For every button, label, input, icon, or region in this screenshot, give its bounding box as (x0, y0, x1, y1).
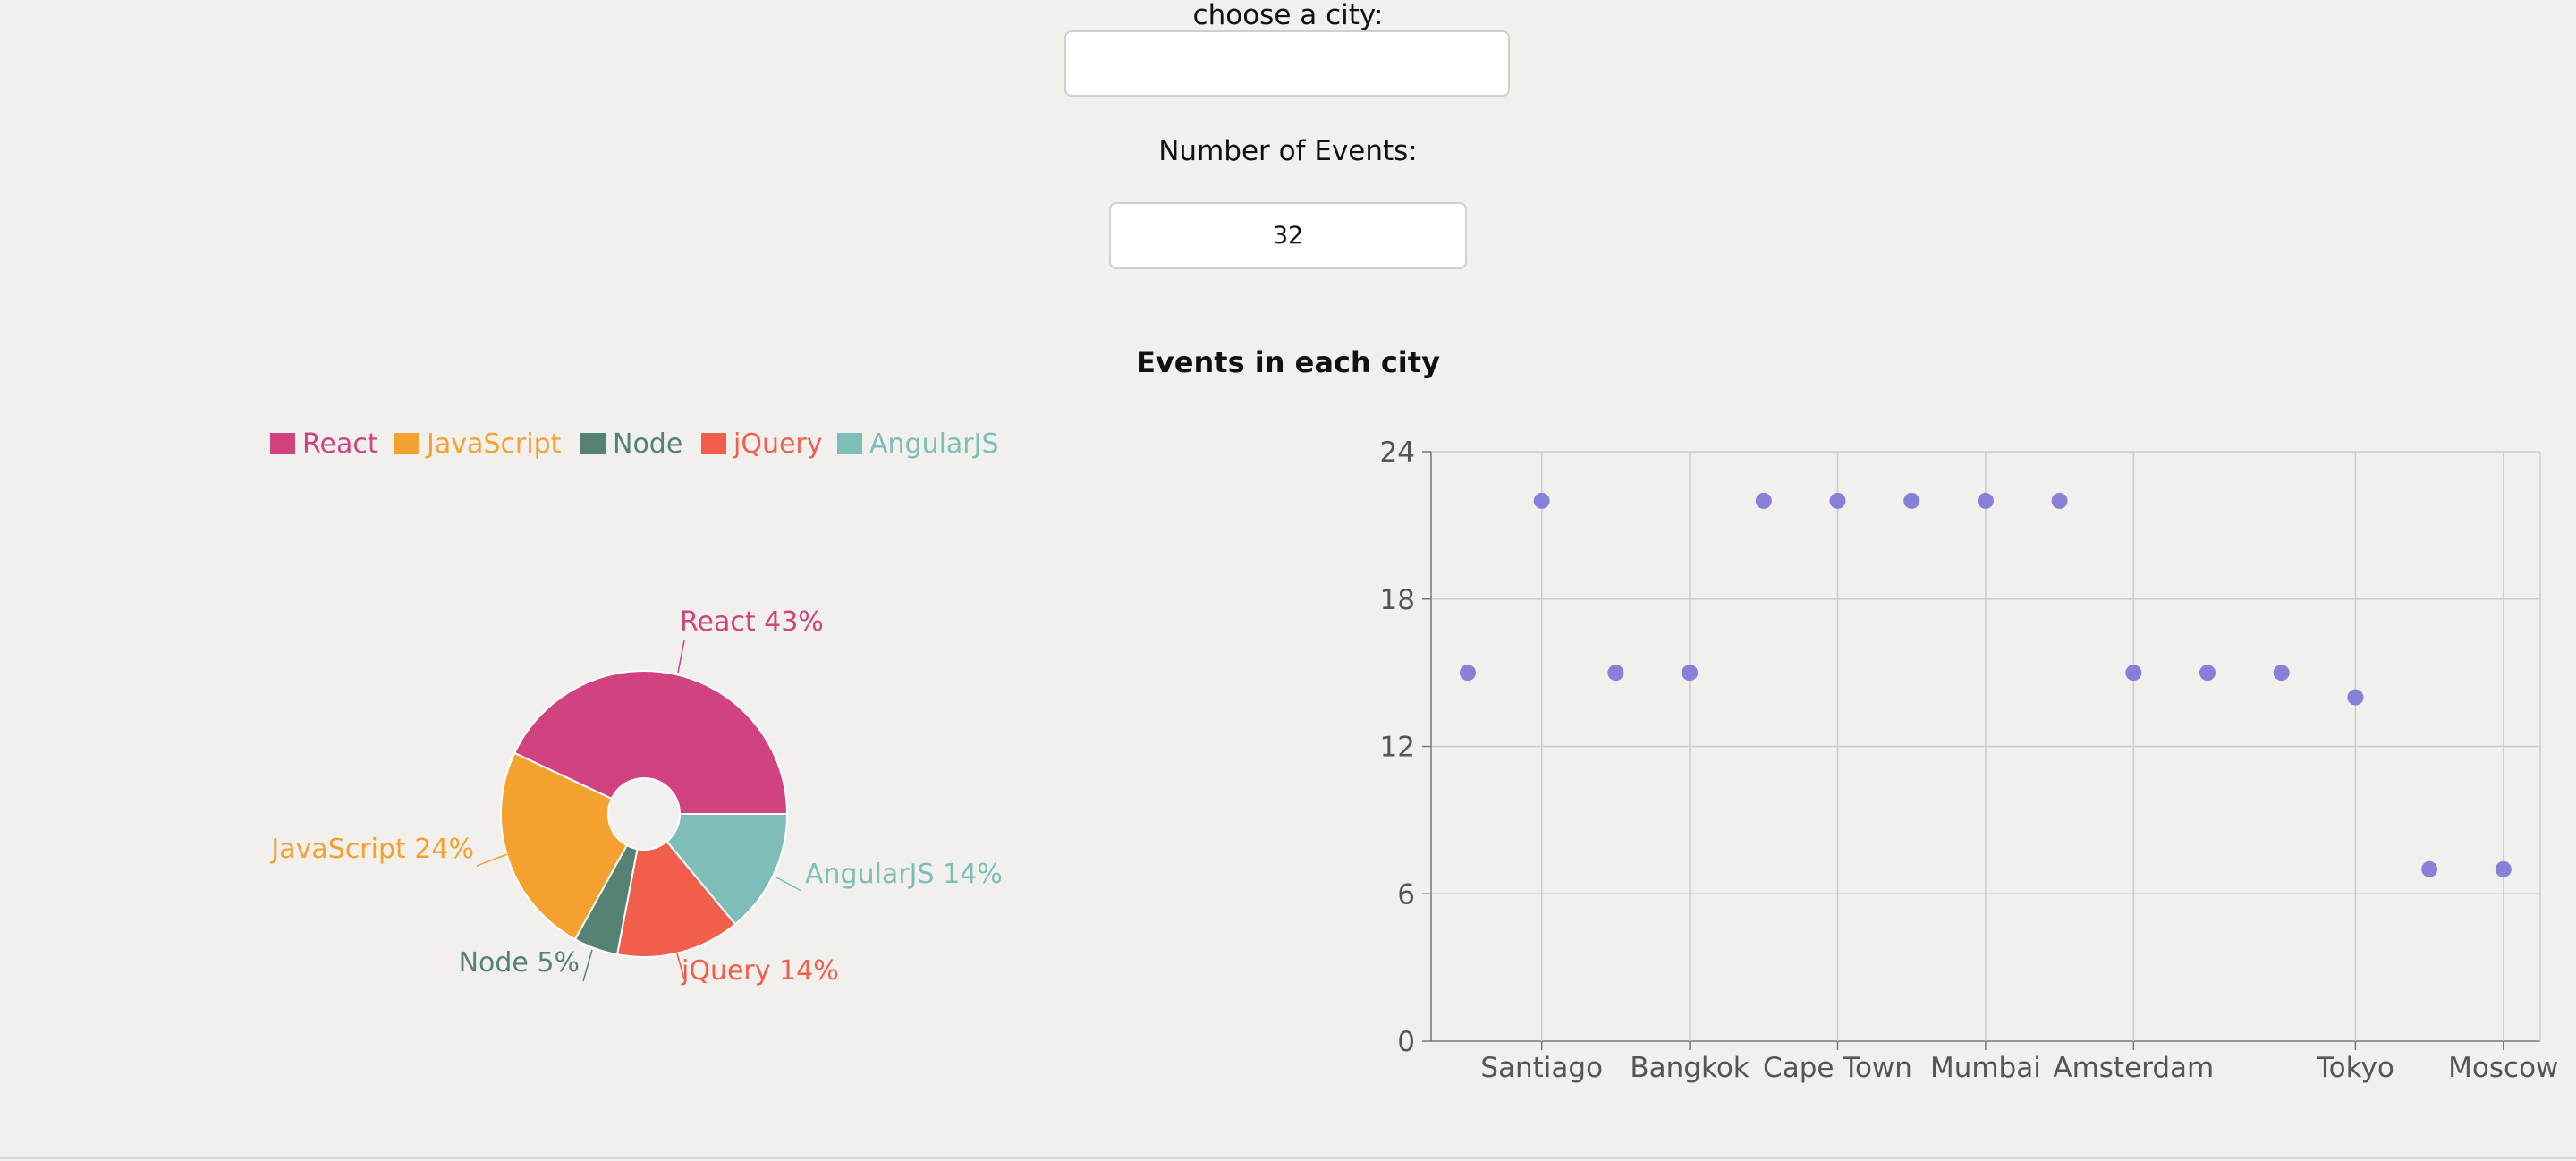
city-search-input[interactable] (1064, 30, 1510, 97)
pie-label-angularjs: AngularJS 14% (805, 859, 1003, 890)
legend-swatch-react (270, 433, 295, 454)
pie-leader-javascript (476, 853, 508, 867)
legend-swatch-node (580, 433, 606, 454)
scatter-point (1682, 665, 1699, 682)
legend-label-javascript: JavaScript (425, 428, 562, 460)
scatter-point (1829, 492, 1846, 509)
x-tick-label-mumbai: Mumbai (1930, 1052, 2041, 1084)
city-filter-label: choose a city: (1192, 0, 1384, 31)
y-tick-label: 18 (1380, 584, 1415, 616)
scatter-point (2199, 665, 2216, 682)
x-tick-label-cape-town: Cape Town (1763, 1052, 1912, 1084)
scatter-point (2051, 492, 2068, 509)
x-tick-label-bangkok: Bangkok (1630, 1052, 1749, 1084)
scatter-point (2421, 860, 2438, 877)
legend-label-react: React (302, 428, 378, 460)
y-tick-label: 24 (1380, 436, 1415, 469)
y-tick-label: 6 (1397, 878, 1415, 911)
scatter-point (1755, 492, 1772, 509)
scatter-point (2273, 665, 2290, 682)
x-tick-label-amsterdam: Amsterdam (2053, 1052, 2214, 1084)
y-tick-label: 0 (1397, 1026, 1415, 1058)
scatter-chart: 0 6 12 18 24 Santiago Bangkok Cape Town Mumbai Am… (1380, 436, 2559, 1084)
scatter-point (1533, 492, 1550, 509)
bottom-divider (0, 1157, 2576, 1159)
section-title: Events in each city (1136, 345, 1440, 379)
legend-swatch-angularjs (837, 433, 862, 454)
legend-label-angularjs: AngularJS (869, 428, 999, 460)
x-tick-label-moscow: Moscow (2448, 1052, 2558, 1084)
pie-slice-javascript (500, 751, 629, 941)
legend-label-jquery: jQuery (733, 428, 823, 460)
scatter-point (1977, 492, 1994, 509)
scatter-point (1903, 492, 1920, 509)
scatter-point (1460, 665, 1476, 682)
pie-label-node: Node 5% (459, 947, 580, 979)
pie-label-react: React 43% (680, 606, 824, 638)
pie-label-jquery: jQuery 14% (681, 955, 839, 987)
pie-leader-react (677, 640, 685, 674)
legend-swatch-jquery (701, 433, 726, 454)
pie-slice-jquery (615, 840, 737, 959)
pie-slice-angularjs (665, 813, 789, 926)
pie-leader-jquery (676, 953, 685, 980)
number-of-events-label: Number of Events: (1158, 135, 1418, 167)
y-tick-label: 12 (1380, 732, 1415, 764)
pie-leader-angularjs (775, 877, 802, 892)
pie-chart: React 43% AngularJS 14% jQuery 14% Node 5% J… (269, 606, 1002, 987)
x-tick-label-santiago: Santiago (1480, 1052, 1603, 1084)
legend-swatch-javascript (394, 433, 419, 454)
legend-label-node: Node (613, 428, 682, 460)
scatter-point (2347, 689, 2364, 706)
pie-legend: React JavaScript Node jQuery AngularJS (270, 428, 999, 460)
number-of-events-input[interactable] (1109, 202, 1467, 269)
scatter-point (2495, 860, 2512, 877)
scatter-point (2125, 665, 2142, 682)
scatter-point (1607, 665, 1624, 682)
pie-slice-react (513, 670, 789, 815)
pie-leader-node (582, 949, 593, 982)
x-tick-label-tokyo: Tokyo (2316, 1052, 2394, 1084)
pie-label-javascript: JavaScript 24% (269, 834, 474, 865)
